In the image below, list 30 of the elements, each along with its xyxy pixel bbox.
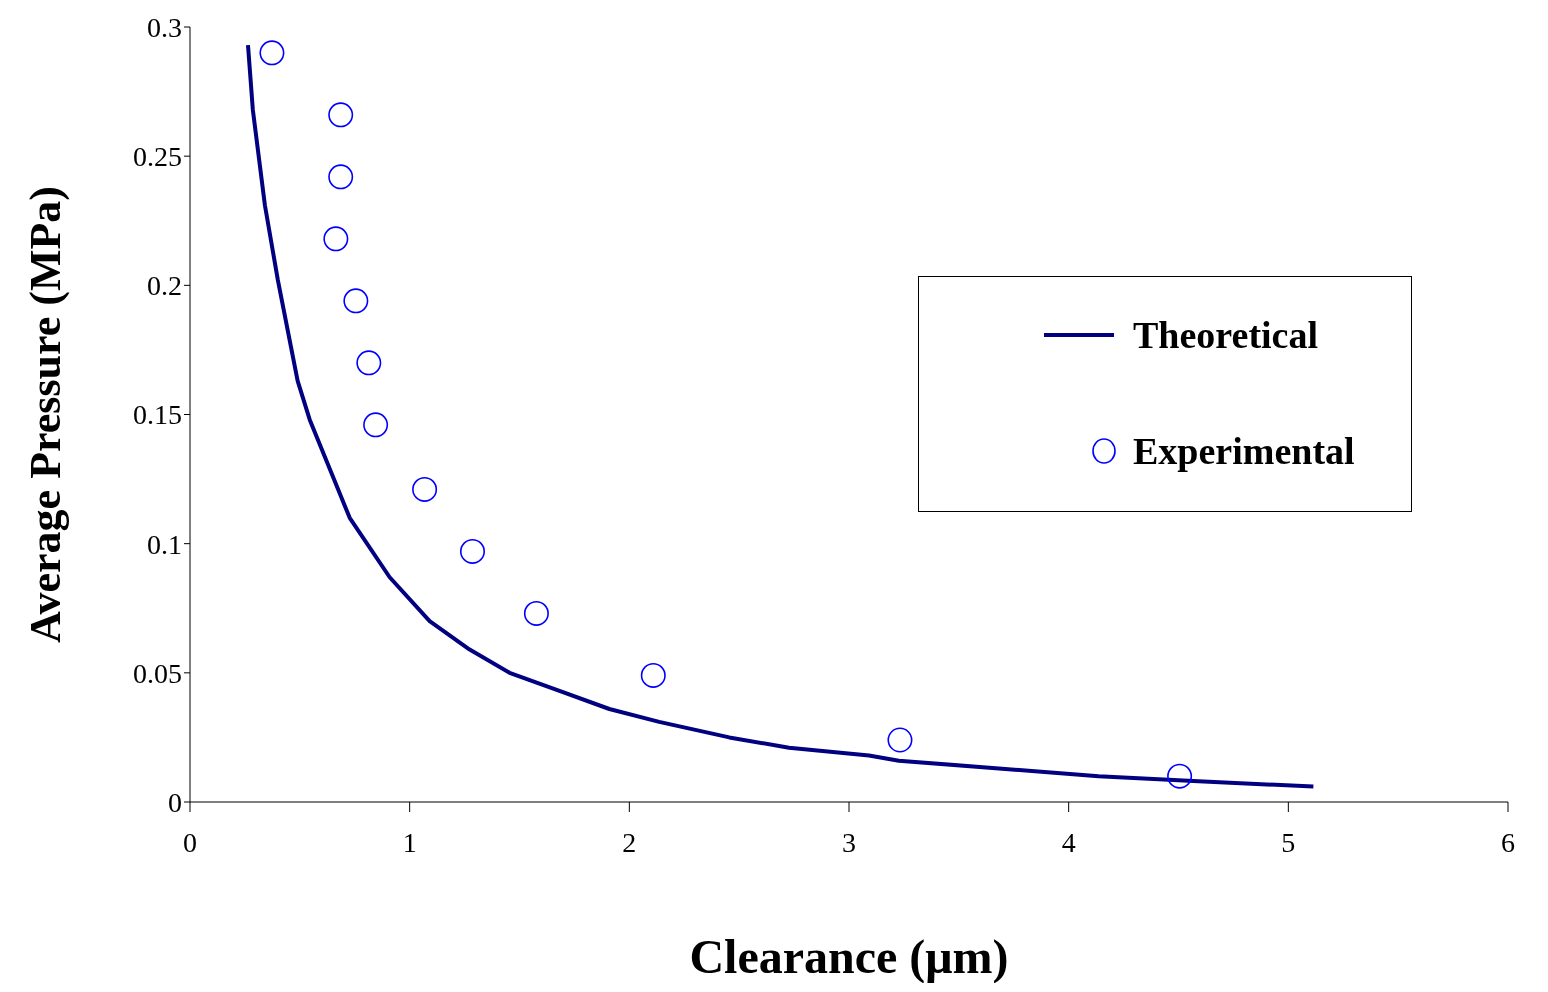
- x-tick-label: 5: [1281, 826, 1296, 858]
- y-tick-label: 0.3: [147, 11, 182, 43]
- y-axis-title: Average Pressure (MPa): [21, 186, 70, 643]
- legend-label: Experimental: [1133, 429, 1355, 473]
- point: [363, 412, 389, 438]
- x-tick-label: 2: [622, 826, 637, 858]
- point: [259, 40, 285, 66]
- x-tick-label: 4: [1061, 826, 1076, 858]
- x-tick-label: 1: [402, 826, 417, 858]
- point: [328, 164, 354, 190]
- point: [356, 350, 382, 376]
- x-axis-title: Clearance (μm): [689, 930, 1009, 984]
- y-tick-label: 0.15: [133, 399, 182, 431]
- y-tick-label: 0.25: [133, 141, 182, 173]
- x-tick-label: 6: [1501, 826, 1515, 858]
- y-tick-label: 0.2: [147, 270, 182, 302]
- point: [459, 538, 485, 564]
- point: [523, 600, 549, 626]
- legend-label: Theoretical: [1133, 313, 1319, 357]
- point: [343, 288, 369, 314]
- point: [1167, 763, 1193, 789]
- y-tick-label: 0.1: [147, 528, 182, 560]
- y-tick-label: 0.05: [133, 657, 182, 689]
- point: [323, 226, 349, 252]
- point: [887, 727, 913, 753]
- point: [328, 102, 354, 128]
- x-tick-label: 3: [842, 826, 856, 858]
- point: [640, 662, 666, 688]
- point: [412, 476, 438, 502]
- y-tick-label: 0: [168, 786, 182, 818]
